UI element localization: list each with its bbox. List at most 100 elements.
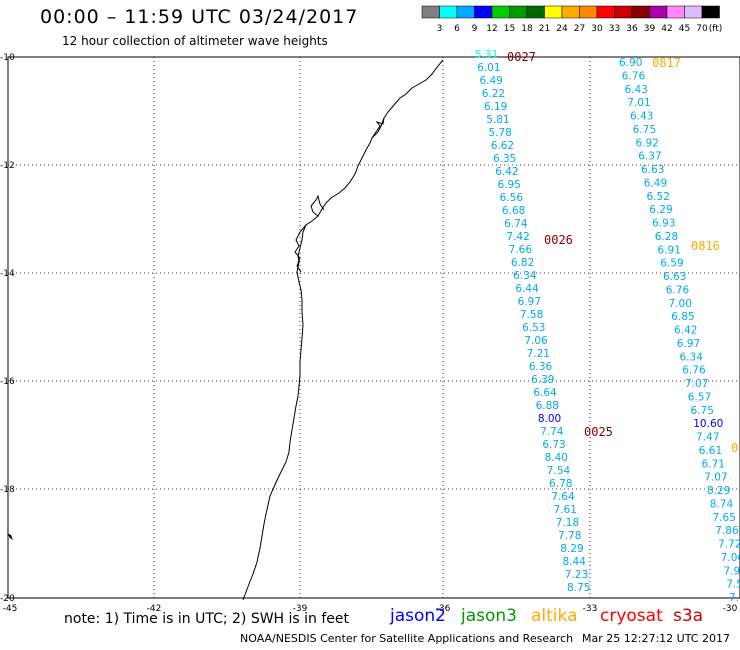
wave-height-value: 5.78	[488, 127, 511, 139]
legend-label: 15	[504, 24, 515, 34]
wave-height-value: 7.06	[721, 552, 740, 564]
wave-height-value: 6.75	[633, 124, 656, 136]
legend-swatch	[526, 5, 545, 19]
y-axis-label: -12	[0, 161, 15, 171]
wave-height-value: 7.23	[565, 569, 588, 581]
wave-height-value: 8.75	[567, 582, 590, 594]
y-axis-label: -20	[0, 594, 15, 604]
legend-swatch	[666, 5, 685, 19]
wave-height-value: 5.31	[475, 49, 498, 61]
wave-height-value: 6.34	[513, 270, 537, 282]
wave-height-value: 7.5	[726, 579, 740, 591]
legend-label: 27	[574, 24, 585, 34]
legend-swatch	[579, 5, 598, 19]
wave-height-value: 6.57	[688, 391, 711, 403]
wave-height-value: 6.01	[477, 62, 500, 74]
wave-height-value: 6.76	[622, 70, 646, 82]
legend-label: 21	[539, 24, 550, 34]
wave-height-value: 6.63	[663, 271, 686, 283]
x-axis-label: -33	[583, 604, 598, 614]
wave-height-value: 6.36	[529, 361, 553, 373]
legend-label: 36	[626, 24, 638, 34]
track-id-label: 0816	[691, 239, 720, 253]
legend-label: 33	[609, 24, 620, 34]
wave-height-value: 6.29	[649, 204, 672, 216]
legend-swatch	[684, 5, 703, 19]
altimeter-tracks: 5.316.016.496.226.195.815.786.626.356.42…	[475, 49, 740, 604]
wave-height-value: 7.74	[540, 426, 564, 438]
coastline-islet	[7, 533, 13, 540]
track-id-label: 0	[731, 441, 738, 455]
wave-height-value: 6.44	[515, 283, 539, 295]
satellite-label: s3a	[673, 606, 704, 626]
legend-label: 30	[591, 24, 603, 34]
wave-height-value: 7.9	[724, 565, 740, 577]
wave-height-value: 6.73	[542, 439, 565, 451]
wave-height-value: 6.88	[536, 400, 559, 412]
x-axis-label: -42	[147, 604, 162, 614]
wave-height-value: 6.53	[522, 322, 545, 334]
legend-label: 9	[472, 24, 478, 34]
y-axis-label: -18	[0, 485, 15, 495]
legend-swatch	[614, 5, 633, 19]
wave-height-value: 7.65	[713, 512, 736, 524]
wave-height-value: 6.19	[484, 101, 507, 113]
x-axis-label: -39	[293, 604, 308, 614]
legend-label: 45	[679, 24, 690, 34]
wave-height-value: 10.60	[693, 418, 723, 430]
legend-label: (ft)	[709, 24, 723, 34]
wave-height-value: 6.76	[666, 284, 690, 296]
wave-height-value: 7.66	[509, 244, 533, 256]
wave-height-value: 6.91	[658, 244, 681, 256]
wave-height-value: 7.64	[551, 491, 575, 503]
satellite-label: cryosat	[600, 606, 663, 626]
footer-credit: NOAA/NESDIS Center for Satellite Applica…	[240, 632, 574, 645]
wave-height-value: 7.07	[685, 378, 708, 390]
satellite-label: altika	[531, 606, 578, 626]
wave-height-value: 6.74	[504, 218, 528, 230]
wave-height-value: 6.28	[655, 231, 678, 243]
wave-height-value: 6.49	[479, 75, 502, 87]
wave-height-value: 8.29	[707, 485, 730, 497]
wave-height-value: 6.71	[702, 458, 725, 470]
wave-height-value: 7.86	[715, 525, 739, 537]
wave-height-value: 6.85	[671, 311, 694, 323]
satellite-label: jason2	[390, 606, 446, 626]
wave-height-value: 6.39	[531, 374, 554, 386]
wave-height-value: 6.76	[682, 365, 706, 377]
legend-swatch	[421, 5, 440, 19]
legend-swatch	[491, 5, 510, 19]
wave-height-value: 7.54	[547, 465, 571, 477]
wave-height-value: 6.37	[638, 151, 661, 163]
y-axis-labels: -10 -12 -14 -16 -18 -20	[0, 53, 15, 604]
wave-height-value: 8.29	[560, 543, 583, 555]
color-legend: 3 6 9 12 15 18 21 24 27 30 33 36 39 42 45 70 (ft)	[421, 5, 723, 34]
wave-height-value: 6.43	[625, 84, 648, 96]
wave-height-value: 6.95	[497, 179, 520, 191]
legend-label: 39	[644, 24, 656, 34]
wave-height-value: 6.97	[677, 338, 700, 350]
wave-height-value: 7.72	[718, 539, 740, 551]
y-axis-label: -10	[0, 53, 15, 63]
legend-swatch	[544, 5, 563, 19]
grid-lines	[8, 57, 740, 598]
wave-height-value: 6.90	[619, 57, 642, 69]
wave-height-value: 6.75	[691, 405, 714, 417]
wave-height-value: 6.22	[482, 88, 505, 100]
legend-swatch	[631, 5, 650, 19]
wave-height-value: 6.62	[491, 140, 514, 152]
wave-height-value: 6.35	[493, 153, 516, 165]
wave-height-value: 6.63	[641, 164, 664, 176]
wave-height-value: 6.42	[674, 325, 697, 337]
wave-height-value: 7.58	[520, 309, 543, 321]
wave-height-value: 7.	[729, 592, 739, 604]
wave-height-value: 6.43	[630, 111, 653, 123]
wave-height-value: 6.34	[680, 351, 704, 363]
page-title: 00:00 – 11:59 UTC 03/24/2017	[40, 6, 359, 28]
coastline-inlet	[294, 117, 385, 273]
wave-height-value: 6.59	[660, 258, 683, 270]
x-axis-label: -45	[3, 604, 18, 614]
wave-height-value: 7.01	[627, 97, 650, 109]
